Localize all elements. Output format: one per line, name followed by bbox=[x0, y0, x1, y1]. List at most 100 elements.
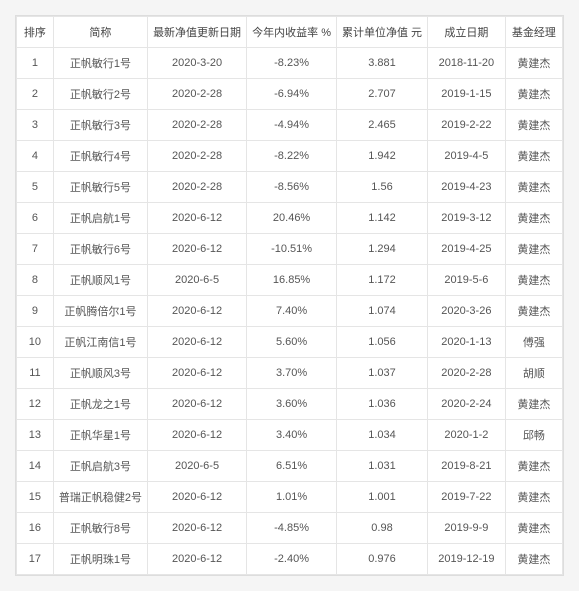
cell-11-0: 12 bbox=[17, 389, 54, 420]
cell-15-0: 16 bbox=[17, 513, 54, 544]
cell-2-2: 2020-2-28 bbox=[147, 110, 246, 141]
cell-3-5: 2019-4-5 bbox=[428, 141, 506, 172]
cell-9-1: 正帆江南信1号 bbox=[53, 327, 147, 358]
cell-12-2: 2020-6-12 bbox=[147, 420, 246, 451]
cell-7-3: 16.85% bbox=[247, 265, 337, 296]
cell-14-1: 普瑞正帆稳健2号 bbox=[53, 482, 147, 513]
cell-10-3: 3.70% bbox=[247, 358, 337, 389]
cell-6-6: 黄建杰 bbox=[505, 234, 562, 265]
cell-5-6: 黄建杰 bbox=[505, 203, 562, 234]
cell-3-1: 正帆敏行4号 bbox=[53, 141, 147, 172]
cell-9-5: 2020-1-13 bbox=[428, 327, 506, 358]
col-header-4: 累计单位净值 元 bbox=[336, 17, 427, 48]
fund-table-container: 排序简称最新净值更新日期今年内收益率 %累计单位净值 元成立日期基金经理 1正帆… bbox=[15, 15, 564, 576]
cell-5-5: 2019-3-12 bbox=[428, 203, 506, 234]
cell-1-3: -6.94% bbox=[247, 79, 337, 110]
cell-8-0: 9 bbox=[17, 296, 54, 327]
cell-9-6: 傅强 bbox=[505, 327, 562, 358]
table-row: 2正帆敏行2号2020-2-28-6.94%2.7072019-1-15黄建杰 bbox=[17, 79, 563, 110]
cell-1-0: 2 bbox=[17, 79, 54, 110]
cell-14-6: 黄建杰 bbox=[505, 482, 562, 513]
table-row: 13正帆华星1号2020-6-123.40%1.0342020-1-2邱畅 bbox=[17, 420, 563, 451]
cell-15-5: 2019-9-9 bbox=[428, 513, 506, 544]
cell-11-3: 3.60% bbox=[247, 389, 337, 420]
cell-6-4: 1.294 bbox=[336, 234, 427, 265]
cell-5-4: 1.142 bbox=[336, 203, 427, 234]
cell-15-6: 黄建杰 bbox=[505, 513, 562, 544]
cell-5-1: 正帆启航1号 bbox=[53, 203, 147, 234]
table-head: 排序简称最新净值更新日期今年内收益率 %累计单位净值 元成立日期基金经理 bbox=[17, 17, 563, 48]
cell-1-2: 2020-2-28 bbox=[147, 79, 246, 110]
cell-9-2: 2020-6-12 bbox=[147, 327, 246, 358]
cell-16-1: 正帆明珠1号 bbox=[53, 544, 147, 575]
cell-2-3: -4.94% bbox=[247, 110, 337, 141]
cell-12-5: 2020-1-2 bbox=[428, 420, 506, 451]
col-header-2: 最新净值更新日期 bbox=[147, 17, 246, 48]
cell-15-4: 0.98 bbox=[336, 513, 427, 544]
table-row: 3正帆敏行3号2020-2-28-4.94%2.4652019-2-22黄建杰 bbox=[17, 110, 563, 141]
cell-10-2: 2020-6-12 bbox=[147, 358, 246, 389]
table-row: 15普瑞正帆稳健2号2020-6-121.01%1.0012019-7-22黄建… bbox=[17, 482, 563, 513]
cell-13-4: 1.031 bbox=[336, 451, 427, 482]
cell-12-3: 3.40% bbox=[247, 420, 337, 451]
table-row: 16正帆敏行8号2020-6-12-4.85%0.982019-9-9黄建杰 bbox=[17, 513, 563, 544]
cell-9-4: 1.056 bbox=[336, 327, 427, 358]
cell-13-1: 正帆启航3号 bbox=[53, 451, 147, 482]
cell-12-6: 邱畅 bbox=[505, 420, 562, 451]
cell-3-4: 1.942 bbox=[336, 141, 427, 172]
cell-11-2: 2020-6-12 bbox=[147, 389, 246, 420]
cell-15-1: 正帆敏行8号 bbox=[53, 513, 147, 544]
cell-6-3: -10.51% bbox=[247, 234, 337, 265]
cell-14-3: 1.01% bbox=[247, 482, 337, 513]
cell-4-0: 5 bbox=[17, 172, 54, 203]
cell-4-4: 1.56 bbox=[336, 172, 427, 203]
cell-1-6: 黄建杰 bbox=[505, 79, 562, 110]
cell-9-0: 10 bbox=[17, 327, 54, 358]
cell-14-5: 2019-7-22 bbox=[428, 482, 506, 513]
cell-16-4: 0.976 bbox=[336, 544, 427, 575]
cell-5-0: 6 bbox=[17, 203, 54, 234]
cell-8-5: 2020-3-26 bbox=[428, 296, 506, 327]
cell-1-5: 2019-1-15 bbox=[428, 79, 506, 110]
cell-16-0: 17 bbox=[17, 544, 54, 575]
cell-10-1: 正帆顺风3号 bbox=[53, 358, 147, 389]
cell-13-3: 6.51% bbox=[247, 451, 337, 482]
fund-table: 排序简称最新净值更新日期今年内收益率 %累计单位净值 元成立日期基金经理 1正帆… bbox=[16, 16, 563, 575]
cell-16-2: 2020-6-12 bbox=[147, 544, 246, 575]
cell-0-2: 2020-3-20 bbox=[147, 48, 246, 79]
cell-12-4: 1.034 bbox=[336, 420, 427, 451]
table-row: 17正帆明珠1号2020-6-12-2.40%0.9762019-12-19黄建… bbox=[17, 544, 563, 575]
table-row: 11正帆顺风3号2020-6-123.70%1.0372020-2-28胡顺 bbox=[17, 358, 563, 389]
table-row: 10正帆江南信1号2020-6-125.60%1.0562020-1-13傅强 bbox=[17, 327, 563, 358]
cell-5-2: 2020-6-12 bbox=[147, 203, 246, 234]
cell-10-5: 2020-2-28 bbox=[428, 358, 506, 389]
table-row: 12正帆龙之1号2020-6-123.60%1.0362020-2-24黄建杰 bbox=[17, 389, 563, 420]
cell-13-6: 黄建杰 bbox=[505, 451, 562, 482]
cell-4-3: -8.56% bbox=[247, 172, 337, 203]
table-row: 6正帆启航1号2020-6-1220.46%1.1422019-3-12黄建杰 bbox=[17, 203, 563, 234]
table-body: 1正帆敏行1号2020-3-20-8.23%3.8812018-11-20黄建杰… bbox=[17, 48, 563, 575]
cell-16-5: 2019-12-19 bbox=[428, 544, 506, 575]
col-header-1: 简称 bbox=[53, 17, 147, 48]
cell-13-0: 14 bbox=[17, 451, 54, 482]
cell-2-5: 2019-2-22 bbox=[428, 110, 506, 141]
table-row: 8正帆顺风1号2020-6-516.85%1.1722019-5-6黄建杰 bbox=[17, 265, 563, 296]
cell-8-1: 正帆腾倍尔1号 bbox=[53, 296, 147, 327]
cell-6-2: 2020-6-12 bbox=[147, 234, 246, 265]
cell-3-3: -8.22% bbox=[247, 141, 337, 172]
cell-4-6: 黄建杰 bbox=[505, 172, 562, 203]
col-header-3: 今年内收益率 % bbox=[247, 17, 337, 48]
cell-0-1: 正帆敏行1号 bbox=[53, 48, 147, 79]
cell-5-3: 20.46% bbox=[247, 203, 337, 234]
table-row: 1正帆敏行1号2020-3-20-8.23%3.8812018-11-20黄建杰 bbox=[17, 48, 563, 79]
cell-2-0: 3 bbox=[17, 110, 54, 141]
cell-8-3: 7.40% bbox=[247, 296, 337, 327]
cell-2-4: 2.465 bbox=[336, 110, 427, 141]
cell-11-6: 黄建杰 bbox=[505, 389, 562, 420]
cell-13-2: 2020-6-5 bbox=[147, 451, 246, 482]
cell-6-5: 2019-4-25 bbox=[428, 234, 506, 265]
cell-7-0: 8 bbox=[17, 265, 54, 296]
cell-1-4: 2.707 bbox=[336, 79, 427, 110]
col-header-5: 成立日期 bbox=[428, 17, 506, 48]
cell-15-2: 2020-6-12 bbox=[147, 513, 246, 544]
